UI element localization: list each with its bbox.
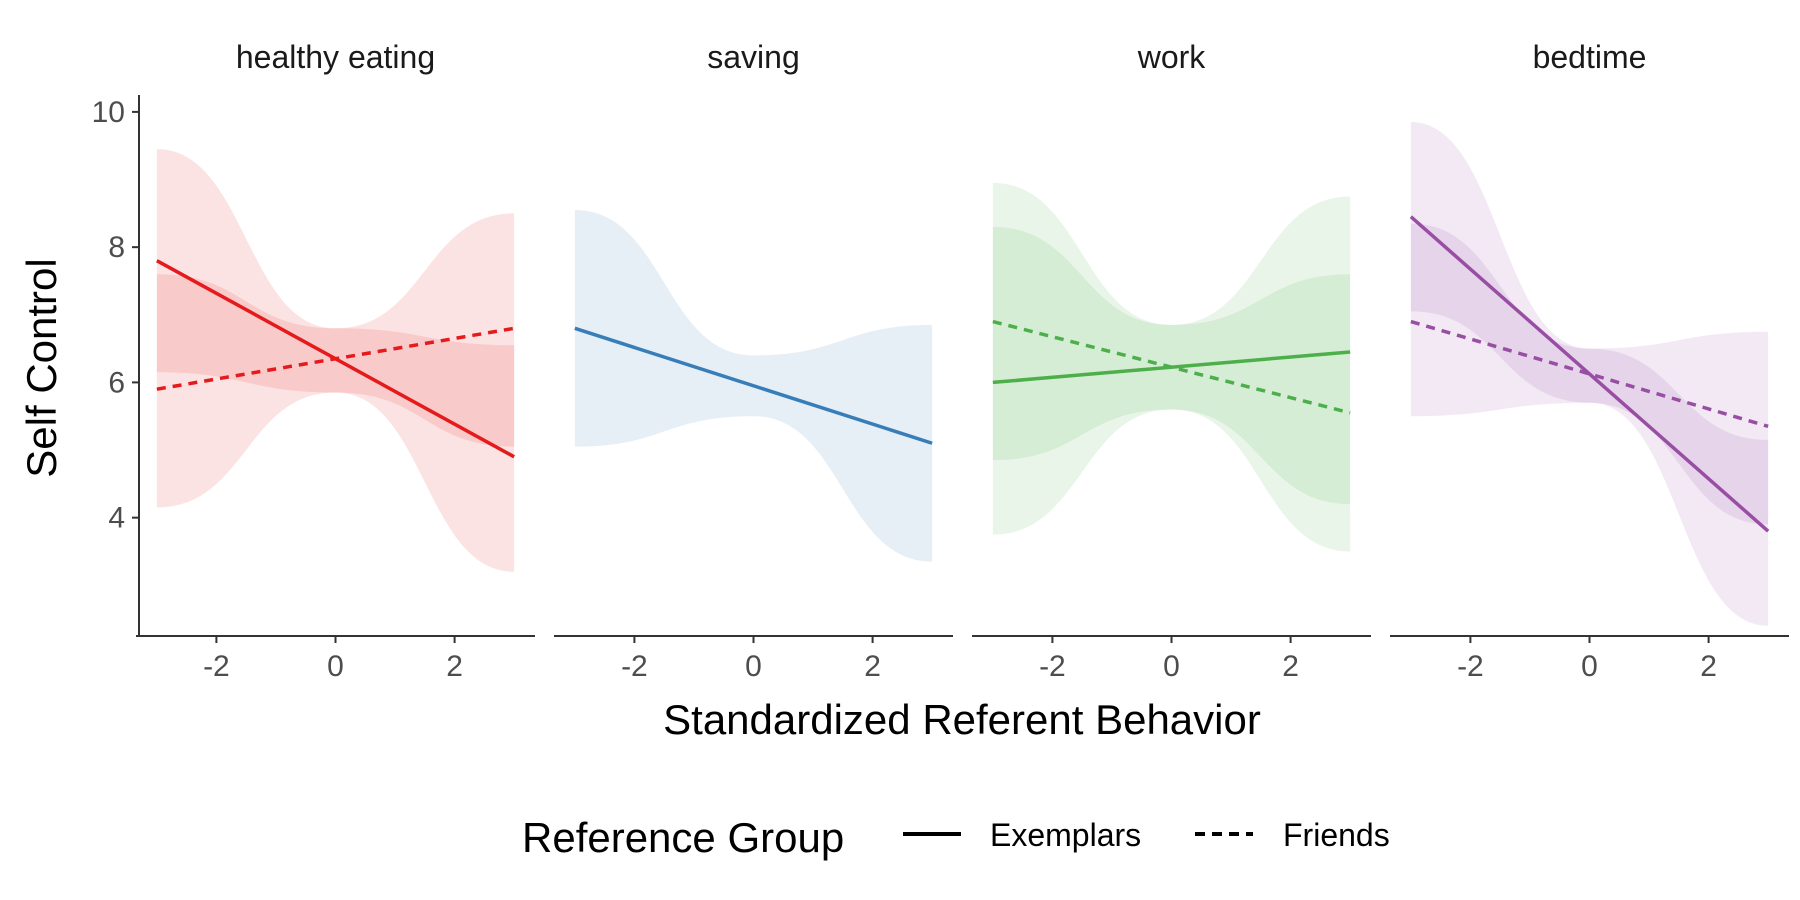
panel-healthy-eating: healthy eating -2 0 2 bbox=[136, 39, 535, 683]
x-tick-label: -2 bbox=[621, 650, 648, 683]
x-axis-title: Standardized Referent Behavior bbox=[663, 696, 1261, 743]
y-tick-label: 4 bbox=[108, 502, 125, 535]
strip-label: work bbox=[1137, 39, 1207, 75]
legend: Reference Group Exemplars Friends bbox=[522, 814, 1390, 861]
y-tick-label: 8 bbox=[108, 231, 125, 264]
panel-work: work -2 0 2 bbox=[972, 39, 1371, 683]
y-tick-label: 6 bbox=[108, 366, 125, 399]
panel-bedtime: bedtime -2 0 2 bbox=[1390, 39, 1789, 683]
x-tick-label: 2 bbox=[1700, 650, 1717, 683]
legend-title: Reference Group bbox=[522, 814, 844, 861]
x-tick-label: 0 bbox=[1163, 650, 1180, 683]
trend-line-exemplars bbox=[574, 326, 933, 445]
x-tick-label: 0 bbox=[745, 650, 762, 683]
x-tick-label: 2 bbox=[1282, 650, 1299, 683]
x-tick-label: 0 bbox=[1581, 650, 1598, 683]
panel-saving: saving -2 0 2 bbox=[554, 39, 953, 683]
x-tick-label: 2 bbox=[446, 650, 463, 683]
trend-line-friends bbox=[992, 319, 1351, 415]
x-tick-label: -2 bbox=[1457, 650, 1484, 683]
trend-line-exemplars bbox=[1409, 215, 1770, 533]
trend-line-friends bbox=[156, 326, 515, 391]
legend-label-friends: Friends bbox=[1283, 817, 1390, 853]
y-tick-label: 10 bbox=[92, 96, 125, 129]
x-tick-label: 2 bbox=[864, 650, 881, 683]
legend-label-exemplars: Exemplars bbox=[990, 817, 1141, 853]
ci-band-friends bbox=[156, 213, 515, 447]
x-tick-label: 0 bbox=[327, 650, 344, 683]
x-tick-label: -2 bbox=[1039, 650, 1066, 683]
strip-label: saving bbox=[707, 39, 800, 75]
strip-label: bedtime bbox=[1533, 39, 1647, 75]
x-tick-label: -2 bbox=[203, 650, 230, 683]
trend-line-friends bbox=[1410, 319, 1769, 429]
y-axis-title: Self Control bbox=[18, 258, 65, 477]
strip-label: healthy eating bbox=[236, 39, 435, 75]
